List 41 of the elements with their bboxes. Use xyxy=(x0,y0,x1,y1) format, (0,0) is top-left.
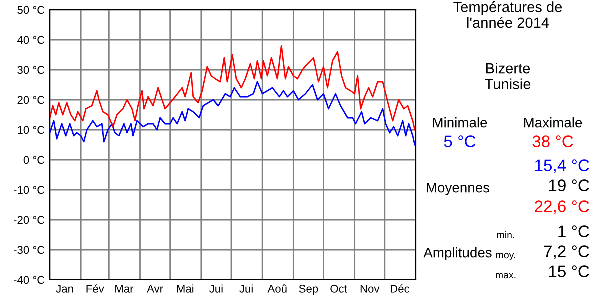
y-tick-label: 0 °C xyxy=(24,156,45,164)
text: Températures de l'année 2014 xyxy=(454,2,562,28)
x-tick-label: Déc xyxy=(390,284,410,293)
y-tick-label: 40 °C xyxy=(17,36,45,44)
text: 15,4 °C xyxy=(536,160,590,174)
y-tick-label: -10 °C xyxy=(14,186,45,194)
y-tick-label: -20 °C xyxy=(14,216,45,224)
text: 19 °C xyxy=(549,180,590,192)
line-series xyxy=(50,45,416,131)
text: Amplitudes xyxy=(424,248,492,260)
text: Minimale xyxy=(433,118,488,128)
text: Maximale xyxy=(524,118,582,128)
text: max. xyxy=(496,273,516,279)
text: Moyennes xyxy=(427,183,490,196)
text: 7,2 °C xyxy=(544,246,590,260)
text: 38 °C xyxy=(532,136,574,148)
x-tick-label: Jui xyxy=(240,284,253,293)
x-tick-label: Nov xyxy=(360,285,380,293)
x-tick-label: Jui xyxy=(210,284,223,293)
x-tick-label: Jan xyxy=(56,285,74,293)
text: Bizerte Tunisie xyxy=(485,63,531,90)
text: 5 °C xyxy=(444,136,476,148)
y-tick-label: -40 °C xyxy=(14,276,45,284)
x-tick-label: Avr xyxy=(147,285,164,293)
x-tick-label: Mai xyxy=(177,284,194,293)
x-tick-label: Aoû xyxy=(268,284,287,293)
y-tick-label: 30 °C xyxy=(18,66,45,74)
text: moy. xyxy=(496,253,516,261)
y-tick-label: 10 °C xyxy=(18,126,45,134)
x-tick-label: Sep xyxy=(299,285,318,296)
line-series xyxy=(50,81,416,146)
x-tick-label: Fév xyxy=(86,284,104,293)
text: min. xyxy=(497,231,514,239)
y-tick-label: 20 °C xyxy=(18,96,45,104)
text: 22,6 °C xyxy=(535,200,590,214)
y-tick-label: -30 °C xyxy=(14,246,45,254)
text: 1 °C xyxy=(558,226,590,238)
x-tick-label: Oct xyxy=(330,285,348,293)
x-tick-label: Mar xyxy=(116,285,134,293)
y-tick-label: 50 °C xyxy=(18,6,45,14)
text: 15 °C xyxy=(549,266,590,278)
